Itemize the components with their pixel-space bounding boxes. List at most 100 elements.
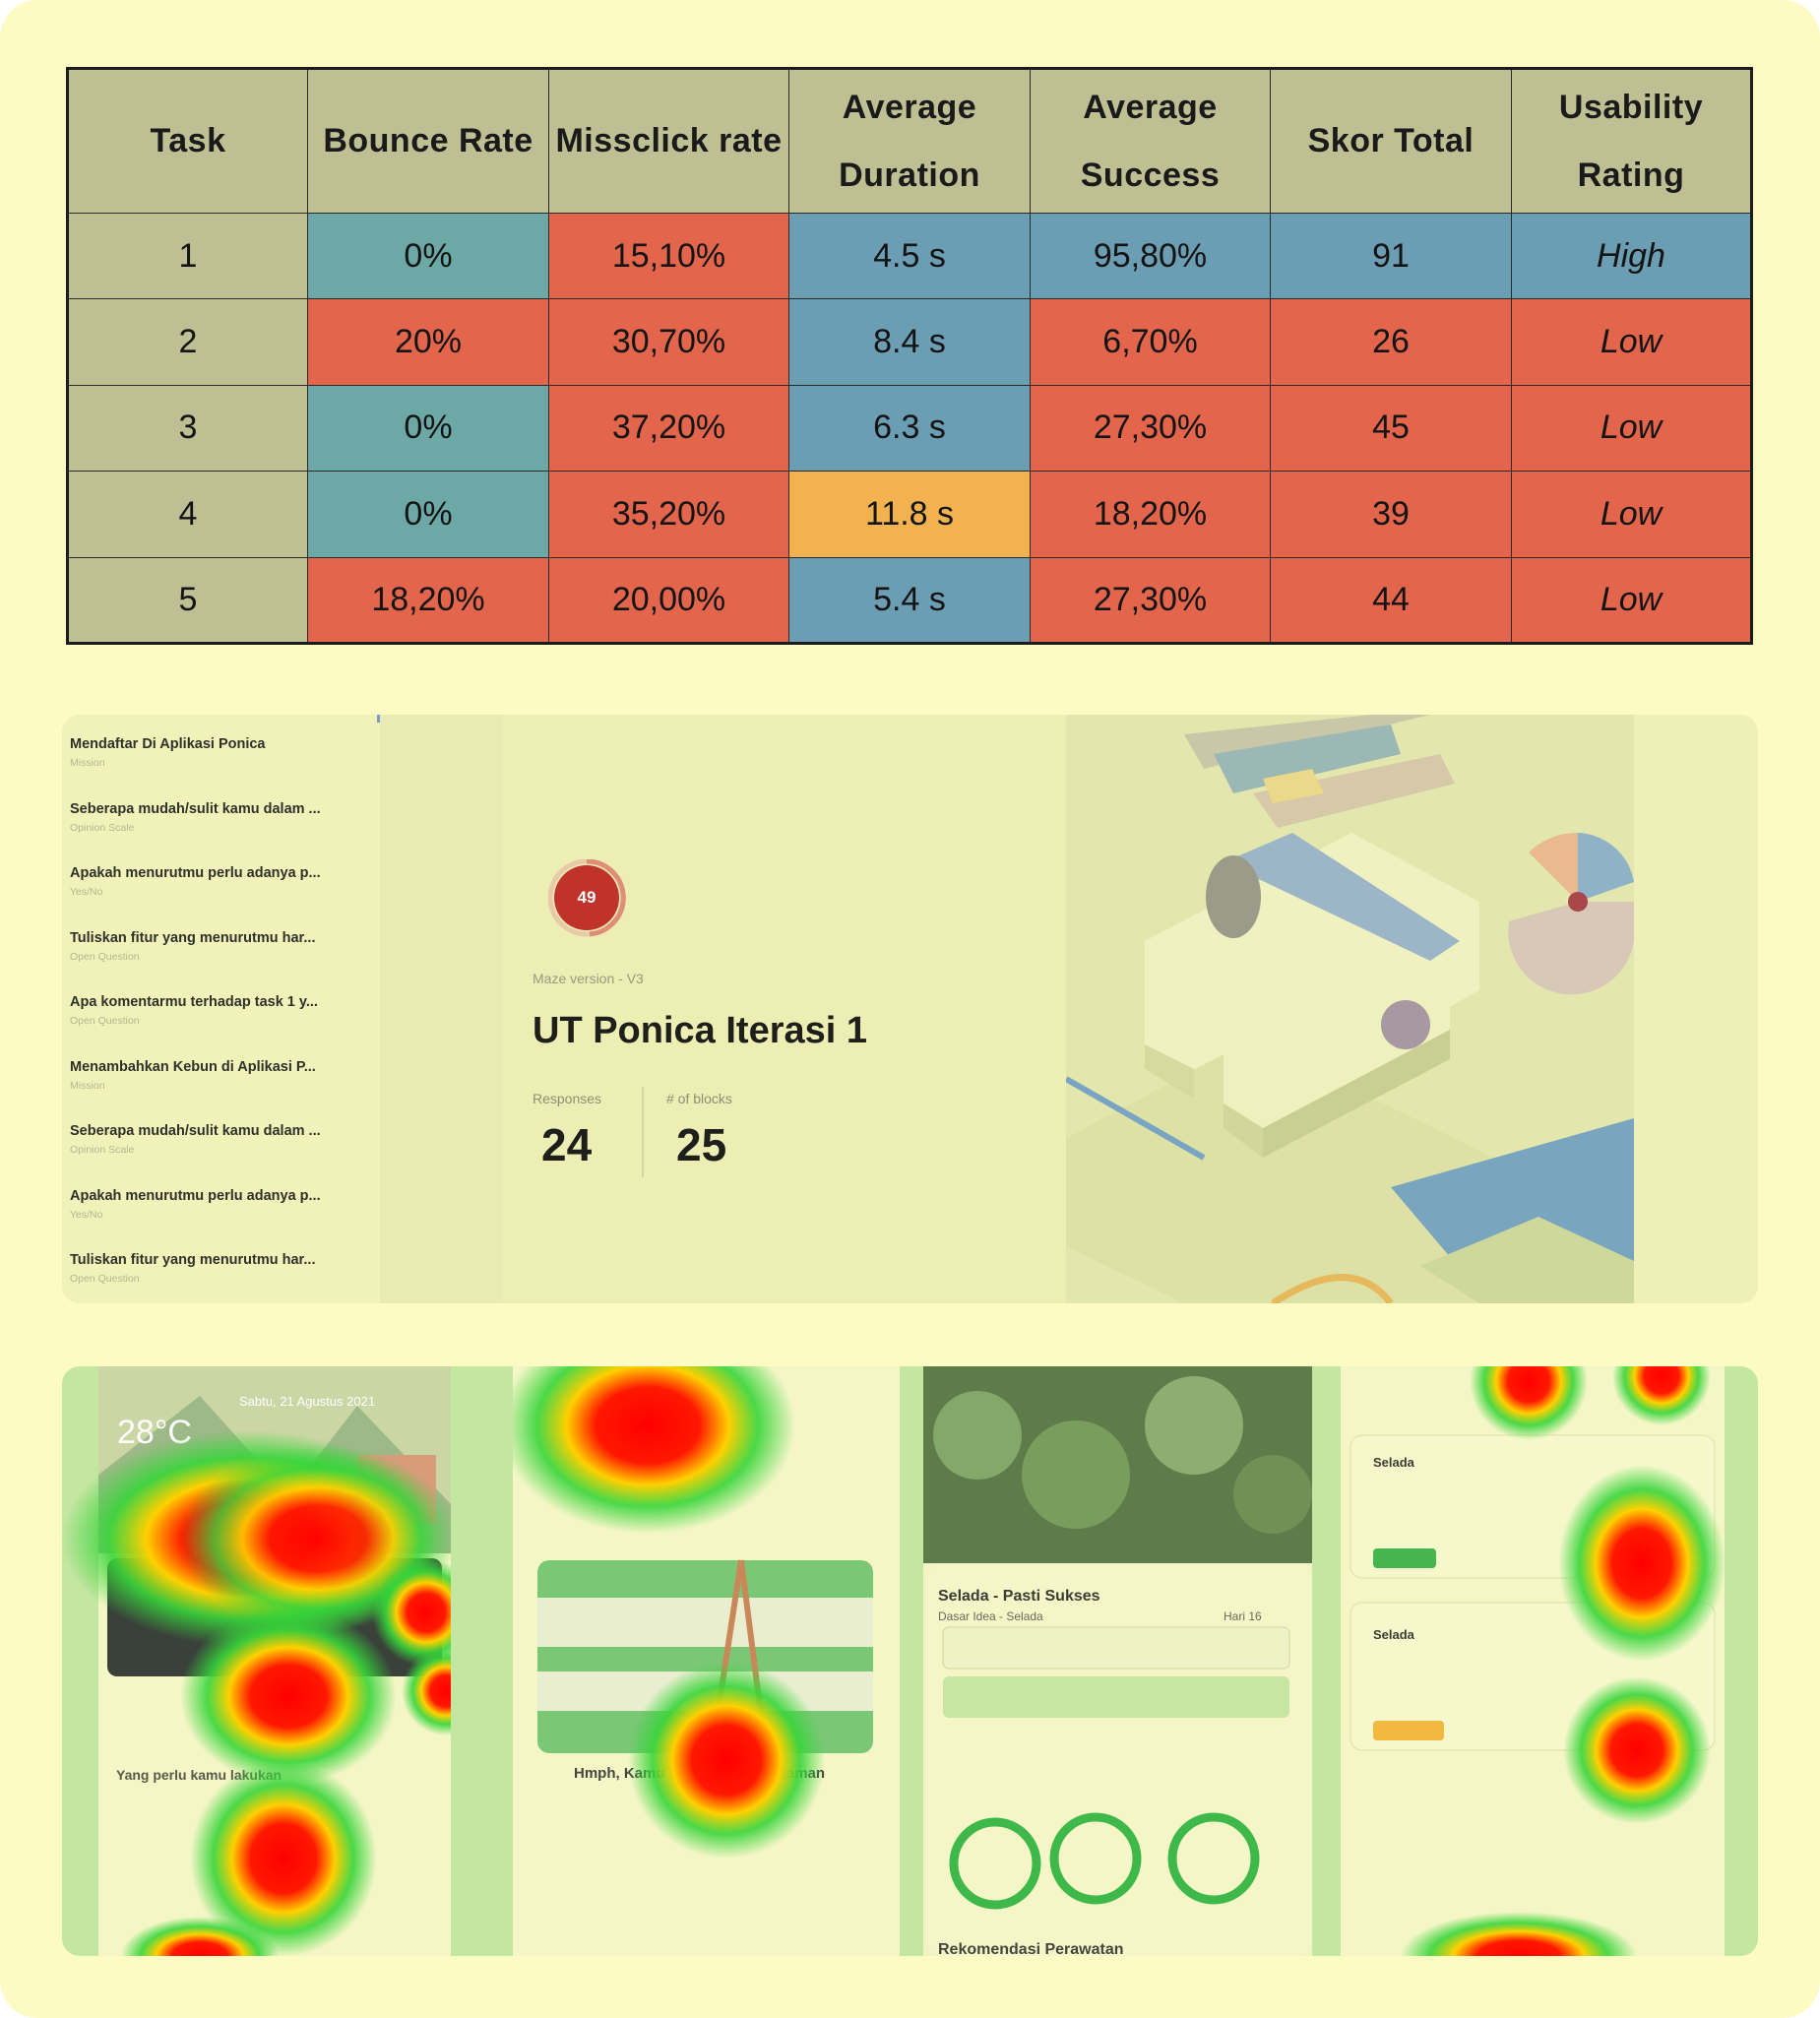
cell-bounce: 20% — [307, 298, 549, 386]
block-title: Apakah menurutmu perlu adanya p... — [70, 1188, 321, 1204]
header-average-success: Average Success — [1030, 68, 1271, 214]
block-list-item[interactable]: Apakah menurutmu perlu adanya p... Yes/N… — [70, 865, 365, 898]
header-bounce-rate: Bounce Rate — [307, 68, 549, 214]
table-header-row: Task Bounce Rate Missclick rate Average … — [67, 68, 1752, 214]
cell-rating: Low — [1511, 298, 1752, 386]
cell-missclick: 35,20% — [548, 471, 789, 558]
responses-count: 24 — [541, 1119, 593, 1170]
cell-task: 1 — [67, 212, 308, 300]
block-type: Open Question — [70, 951, 140, 963]
cell-duration: 4.5 s — [788, 212, 1031, 300]
cell-missclick: 20,00% — [548, 556, 789, 645]
block-type: Opinion Scale — [70, 822, 135, 834]
maze-summary: 49 Maze version - V3 UT Ponica Iterasi 1… — [502, 715, 1066, 1303]
block-list-item[interactable]: Mendaftar Di Aplikasi Ponica Mission — [70, 736, 365, 769]
maze-illustration — [1066, 715, 1634, 1303]
block-title: Mendaftar Di Aplikasi Ponica — [70, 736, 266, 752]
block-list-item[interactable]: Tuliskan fitur yang menurutmu har... Ope… — [70, 930, 365, 963]
plant-day: Hari 16 — [1224, 1609, 1262, 1623]
block-type: Open Question — [70, 1015, 140, 1027]
weather-date: Sabtu, 21 Agustus 2021 — [239, 1394, 375, 1409]
maze-block-list: Mendaftar Di Aplikasi Ponica Mission Seb… — [62, 715, 380, 1303]
block-title: Seberapa mudah/sulit kamu dalam ... — [70, 801, 321, 817]
cell-rating: Low — [1511, 471, 1752, 558]
block-title: Apa komentarmu terhadap task 1 y... — [70, 994, 318, 1010]
table-row: 3 0% 37,20% 6.3 s 27,30% 45 Low — [67, 384, 1752, 473]
cell-rating: Low — [1511, 384, 1752, 473]
heatmap-screen-1: 28°C Sabtu, 21 Agustus 2021 Yang perlu k… — [62, 1366, 490, 1956]
blocks-count: 25 — [676, 1119, 727, 1170]
score-ring-arc — [547, 858, 626, 937]
cell-missclick: 15,10% — [548, 212, 789, 300]
heatmap-screen-3: Selada - Pasti Sukses Dasar Idea - Selad… — [923, 1366, 1312, 1956]
cell-bounce: 0% — [307, 471, 549, 558]
cell-success: 27,30% — [1030, 556, 1271, 645]
block-type: Yes/No — [70, 886, 103, 898]
cell-task: 3 — [67, 384, 308, 473]
header-skor-total: Skor Total — [1270, 68, 1512, 214]
cell-task: 4 — [67, 471, 308, 558]
responses-label: Responses — [533, 1091, 602, 1106]
block-list-item[interactable]: Apa komentarmu terhadap task 1 y... Open… — [70, 994, 365, 1027]
block-list-item[interactable]: Tuliskan fitur yang menurutmu har... Ope… — [70, 1252, 365, 1285]
header-task: Task — [67, 68, 308, 214]
heatmap-strip: 28°C Sabtu, 21 Agustus 2021 Yang perlu k… — [62, 1366, 1758, 1956]
heatmap-screen-4: Selada Selada — [1341, 1366, 1726, 1956]
table-row: 2 20% 30,70% 8.4 s 6,70% 26 Low — [67, 298, 1752, 386]
cell-success: 6,70% — [1030, 298, 1271, 386]
maze-report-panel: Mendaftar Di Aplikasi Ponica Mission Seb… — [62, 715, 1758, 1303]
cell-skor: 91 — [1270, 212, 1512, 300]
block-type: Yes/No — [70, 1209, 103, 1221]
block-list-item[interactable]: Apakah menurutmu perlu adanya p... Yes/N… — [70, 1188, 365, 1221]
plant-title: Selada - Pasti Sukses — [938, 1588, 1100, 1605]
cell-skor: 39 — [1270, 471, 1512, 558]
block-list-item[interactable]: Menambahkan Kebun di Aplikasi P... Missi… — [70, 1059, 365, 1092]
block-type: Mission — [70, 1080, 105, 1092]
heatmap-screen-2: Hmph, Kamu belum punya tanaman — [500, 1366, 900, 1956]
cell-success: 18,20% — [1030, 471, 1271, 558]
block-title: Apakah menurutmu perlu adanya p... — [70, 865, 321, 881]
block-title: Seberapa mudah/sulit kamu dalam ... — [70, 1123, 321, 1139]
cell-missclick: 37,20% — [548, 384, 789, 473]
header-usability-rating: Usability Rating — [1511, 68, 1752, 214]
cell-skor: 26 — [1270, 298, 1512, 386]
cell-duration: 6.3 s — [788, 384, 1031, 473]
plant-card-title: Selada — [1373, 1627, 1415, 1642]
block-type: Mission — [70, 757, 105, 769]
maze-right-margin — [1634, 715, 1758, 1303]
block-type: Open Question — [70, 1273, 140, 1285]
cell-rating: High — [1511, 212, 1752, 300]
maze-spacer — [380, 715, 502, 1303]
blocks-label: # of blocks — [666, 1091, 732, 1106]
maze-title: UT Ponica Iterasi 1 — [533, 1010, 868, 1051]
cell-bounce: 0% — [307, 212, 549, 300]
block-list-item[interactable]: Seberapa mudah/sulit kamu dalam ... Opin… — [70, 801, 365, 834]
block-type: Opinion Scale — [70, 1144, 135, 1156]
block-title: Tuliskan fitur yang menurutmu har... — [70, 1252, 316, 1268]
maze-version: Maze version - V3 — [533, 971, 644, 986]
plant-card-title: Selada — [1373, 1455, 1415, 1470]
score-ring: 49 — [547, 858, 629, 940]
scroll-indicator — [377, 715, 380, 723]
cell-task: 2 — [67, 298, 308, 386]
block-title: Menambahkan Kebun di Aplikasi P... — [70, 1059, 316, 1075]
block-title: Tuliskan fitur yang menurutmu har... — [70, 930, 316, 946]
cell-skor: 45 — [1270, 384, 1512, 473]
block-list-item[interactable]: Seberapa mudah/sulit kamu dalam ... Opin… — [70, 1123, 365, 1156]
table-row: 4 0% 35,20% 11.8 s 18,20% 39 Low — [67, 471, 1752, 558]
plant-subtitle: Dasar Idea - Selada — [938, 1609, 1043, 1623]
cell-skor: 44 — [1270, 556, 1512, 645]
stats-divider — [642, 1087, 644, 1177]
table-row: 5 18,20% 20,00% 5.4 s 27,30% 44 Low — [67, 556, 1752, 645]
heatmap-canvas: 28°C Sabtu, 21 Agustus 2021 Yang perlu k… — [62, 1366, 1758, 1956]
table-row: 1 0% 15,10% 4.5 s 95,80% 91 High — [67, 212, 1752, 300]
cell-success: 27,30% — [1030, 384, 1271, 473]
cell-duration: 5.4 s — [788, 556, 1031, 645]
header-average-duration: Average Duration — [788, 68, 1031, 214]
care-recommendation: Rekomendasi Perawatan — [938, 1941, 1124, 1956]
cell-bounce: 18,20% — [307, 556, 549, 645]
score-badge: 49 — [554, 865, 619, 930]
header-missclick-rate: Missclick rate — [548, 68, 789, 214]
cell-bounce: 0% — [307, 384, 549, 473]
